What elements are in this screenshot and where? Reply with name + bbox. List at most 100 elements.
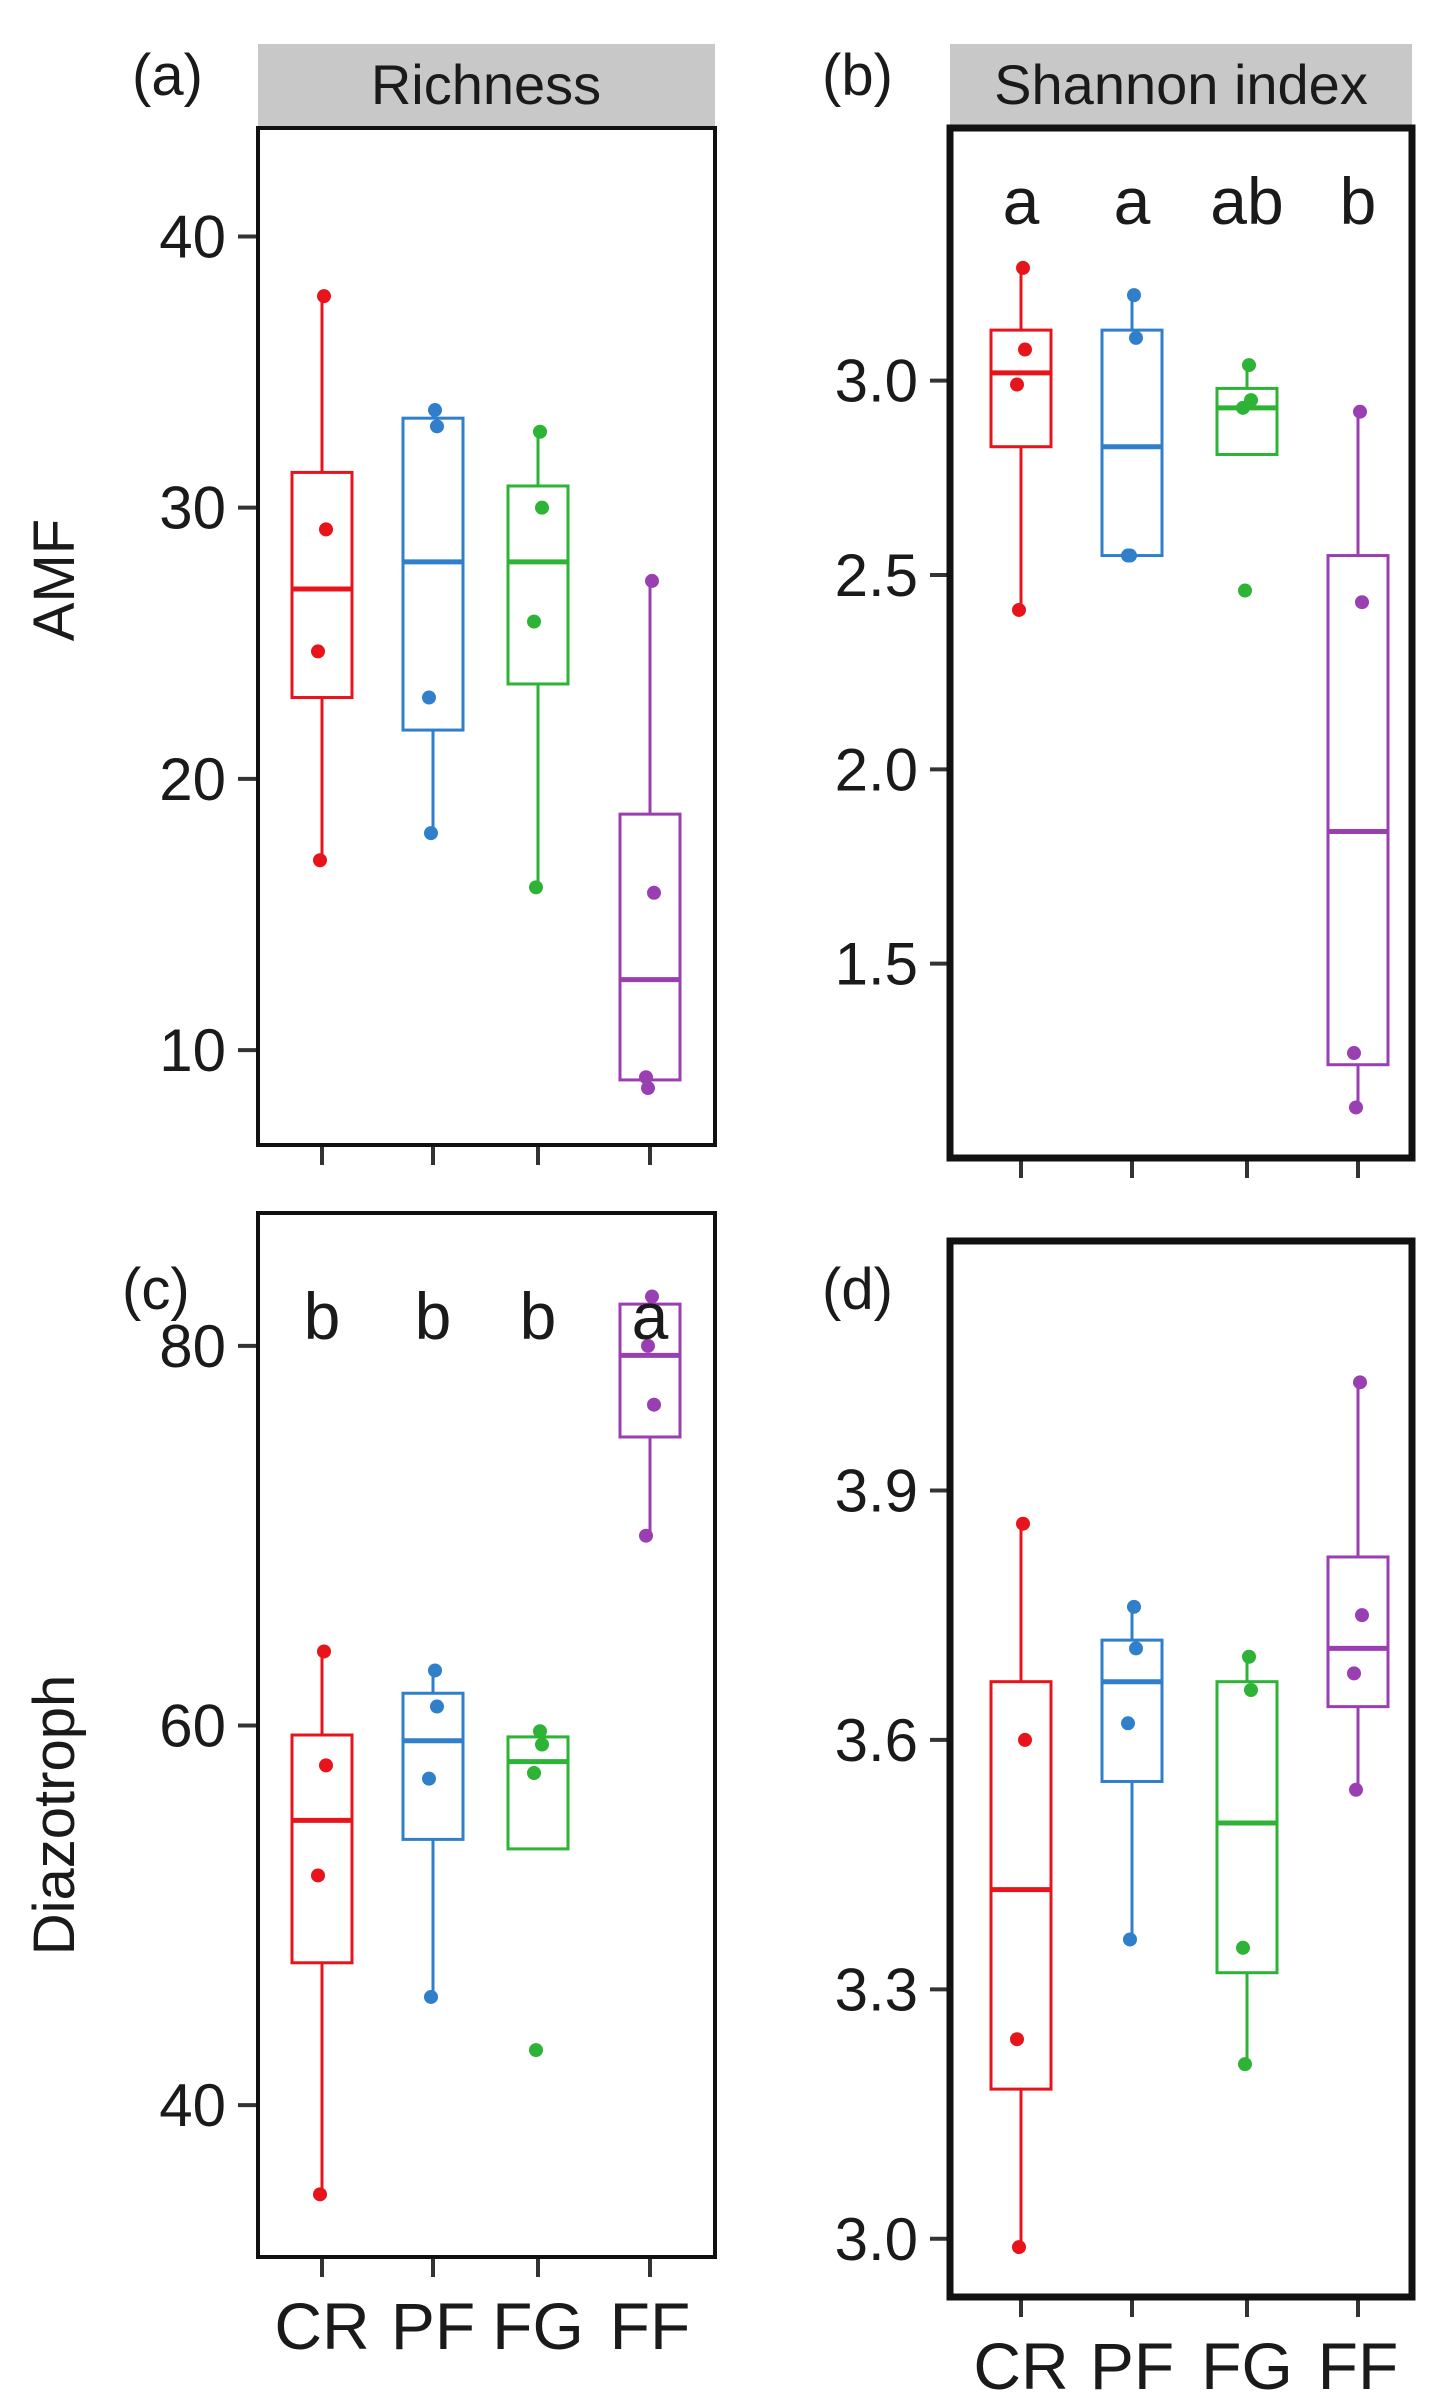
y-tick-label: 3.0 — [835, 348, 918, 415]
panel-tag: (c) — [122, 1257, 190, 1322]
box-cr — [290, 470, 354, 700]
box-fg — [506, 484, 570, 686]
box-ff — [618, 1302, 682, 1439]
data-point-ff — [1353, 404, 1367, 419]
panel-b: (b)1.52.02.53.0a a ab b — [822, 43, 1416, 1178]
data-point-cr — [1010, 2032, 1024, 2047]
data-point-pf — [428, 1663, 442, 1678]
y-tick-label: 20 — [159, 746, 226, 813]
data-point-ff — [1347, 1666, 1361, 1681]
y-tick-label: 1.5 — [835, 931, 918, 998]
box-cr — [989, 328, 1053, 449]
data-point-cr — [317, 289, 331, 304]
data-point-pf — [424, 826, 438, 841]
significance-letter: b — [520, 1279, 557, 1353]
data-point-cr — [1018, 342, 1032, 357]
x-category-label: FG — [492, 2289, 584, 2363]
data-point-fg — [535, 500, 549, 515]
data-point-pf — [1129, 1641, 1143, 1656]
panel-tag: (a) — [132, 43, 203, 108]
strip-richness — [258, 44, 715, 128]
y-tick-label: 60 — [159, 1693, 226, 1760]
ylabel-amf: AMF — [22, 519, 87, 641]
panel-tag: (d) — [822, 1257, 893, 1322]
panel-a: (a) 10 20 30 40 — [132, 43, 717, 1165]
data-point-fg — [1244, 1683, 1258, 1698]
data-point-fg — [1236, 400, 1250, 415]
data-point-pf — [430, 1699, 444, 1714]
data-point-pf — [430, 419, 444, 434]
data-point-fg — [527, 614, 541, 629]
panel-border — [946, 1237, 1416, 2301]
data-point-cr — [311, 1868, 325, 1883]
x-category-label: PF — [1090, 2329, 1174, 2393]
data-point-cr — [313, 853, 327, 868]
data-point-ff — [1355, 595, 1369, 610]
y-tick-label: 3.6 — [835, 1707, 918, 1774]
data-point-ff — [647, 885, 661, 900]
y-tick-label: 80 — [159, 1313, 226, 1380]
data-point-fg — [1238, 583, 1252, 598]
data-point-cr — [311, 644, 325, 659]
box-pf — [1100, 1638, 1164, 1783]
data-point-pf — [422, 1771, 436, 1786]
x-category-label: FF — [610, 2289, 691, 2363]
data-point-ff — [1353, 1375, 1367, 1390]
panel-d: (d) 3.0 3.3 3.6 3.9 CR PF FG FF — [822, 1237, 1416, 2393]
data-point-ff — [1347, 1046, 1361, 1061]
data-point-ff — [645, 573, 659, 588]
significance-letter: ab — [1210, 164, 1283, 238]
data-point-fg — [533, 424, 547, 439]
significance-letter: a — [632, 1279, 669, 1353]
y-tick-label: 2.0 — [835, 736, 918, 803]
data-point-cr — [317, 1644, 331, 1659]
data-point-fg — [1238, 2057, 1252, 2072]
y-tick-label: 30 — [159, 475, 226, 542]
data-point-ff — [1355, 1608, 1369, 1623]
data-point-ff — [1349, 1100, 1363, 1115]
data-point-fg — [1236, 1940, 1250, 1955]
y-tick-label: 3.9 — [835, 1457, 918, 1524]
significance-letter: a — [1003, 164, 1040, 238]
data-point-cr — [1018, 1732, 1032, 1747]
data-point-pf — [1123, 548, 1137, 563]
strip-shannon — [950, 44, 1412, 128]
x-category-label: CR — [274, 2289, 369, 2363]
data-point-pf — [1129, 330, 1143, 345]
data-point-ff — [645, 1289, 659, 1304]
box-fg — [1215, 1680, 1279, 1975]
box-ff — [1326, 1555, 1390, 1709]
data-point-ff — [641, 1338, 655, 1353]
box-ff — [1326, 554, 1390, 1067]
significance-letter: b — [1340, 164, 1377, 238]
y-tick-label: 3.0 — [835, 2206, 918, 2273]
data-point-pf — [428, 403, 442, 418]
ylabel-diazotroph: Diazotroph — [22, 1675, 87, 1955]
data-point-pf — [1127, 1599, 1141, 1614]
data-point-ff — [639, 1528, 653, 1543]
data-point-cr — [1012, 2240, 1026, 2255]
data-point-pf — [1123, 1932, 1137, 1947]
x-category-label: PF — [391, 2289, 475, 2363]
data-point-fg — [529, 880, 543, 895]
data-point-cr — [313, 2187, 327, 2202]
y-tick-label: 40 — [159, 203, 226, 270]
significance-letter: b — [415, 1279, 452, 1353]
y-tick-label: 10 — [159, 1017, 226, 1084]
data-point-ff — [1349, 1782, 1363, 1797]
data-point-cr — [1016, 260, 1030, 275]
y-tick-label: 3.3 — [835, 1956, 918, 2023]
data-point-fg — [1242, 358, 1256, 373]
box-cr — [290, 1733, 354, 1965]
box-pf — [401, 416, 465, 732]
strip-richness-label: Richness — [371, 53, 601, 116]
data-point-pf — [1127, 288, 1141, 303]
data-point-ff — [639, 1070, 653, 1085]
data-point-pf — [1121, 1716, 1135, 1731]
panel-tag: (b) — [822, 43, 893, 108]
x-category-label: CR — [973, 2329, 1068, 2393]
box-fg — [1215, 386, 1279, 456]
